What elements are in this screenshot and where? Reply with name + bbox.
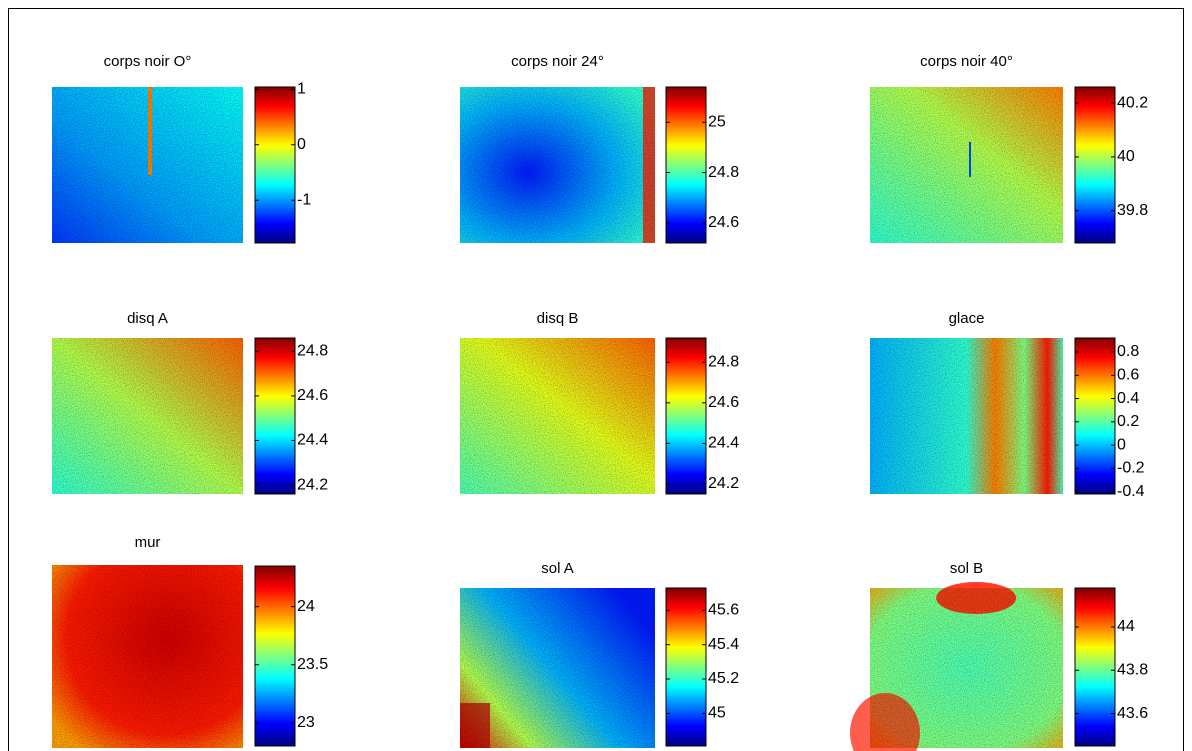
- heatmap-panel: glace -0.4 -0.2 0 0.2 0.4 0.6 0.8: [870, 310, 1145, 500]
- colorbar-tick-label: 23: [297, 714, 315, 731]
- colorbar: [1074, 587, 1116, 747]
- panel-title: corps noir 40°: [920, 53, 1013, 70]
- colorbar: [665, 86, 707, 244]
- colorbar: [254, 565, 296, 747]
- colorbar-tick-label: 0: [297, 136, 306, 153]
- panel-title: sol B: [950, 560, 983, 577]
- heatmap-grain: [870, 87, 1063, 243]
- colorbar-tick-label: 24.2: [708, 475, 739, 492]
- heatmap-grain: [52, 87, 243, 243]
- colorbar-tick-label: 1: [297, 80, 306, 97]
- colorbar-tick-label: 24.4: [708, 435, 739, 452]
- colorbar-tick-label: 0.6: [1117, 366, 1139, 383]
- colorbar-tick-label: 0.8: [1117, 343, 1139, 360]
- colorbar-tick-label: 45.6: [708, 602, 739, 619]
- colorbar: [1074, 337, 1116, 495]
- heatmap-grain: [870, 338, 1063, 494]
- colorbar-tick-label: 43.8: [1117, 661, 1148, 678]
- colorbar: [254, 86, 296, 244]
- panel-title: corps noir O°: [104, 53, 192, 70]
- heatmap-grain: [460, 338, 655, 494]
- heatmap-panel: sol B 43.6 43.8 44: [850, 560, 1148, 751]
- heatmap-panel: disq A 24.2 24.4 24.6 24.8: [52, 310, 328, 495]
- heatmap-panel: sol A 45 45.2 45.4 45.6: [460, 560, 739, 748]
- colorbar-tick-label: 45: [708, 705, 726, 722]
- colorbar-tick-label: 39.8: [1117, 202, 1148, 219]
- colorbar-tick-label: -1: [297, 191, 311, 208]
- colorbar-tick-label: 43.6: [1117, 705, 1148, 722]
- colorbar-tick-label: 40.2: [1117, 94, 1148, 111]
- panel-title: corps noir 24°: [511, 53, 604, 70]
- panel-title: disq A: [127, 310, 168, 327]
- colorbar-tick-label: 25: [708, 113, 726, 130]
- colorbar-tick-label: 24.8: [708, 164, 739, 181]
- colorbar-tick-label: 24.2: [297, 476, 328, 493]
- colorbar-tick-label: 24.4: [297, 432, 328, 449]
- heatmap-grain: [460, 87, 655, 243]
- colorbar-tick-label: -0.2: [1117, 460, 1145, 477]
- colorbar-tick-label: 44: [1117, 618, 1135, 635]
- heatmap-panel: corps noir 24° 24.6 24.8 25: [460, 53, 739, 244]
- colorbar-tick-label: 24.6: [708, 394, 739, 411]
- colorbar-tick-label: 0.4: [1117, 390, 1139, 407]
- colorbar: [665, 337, 707, 495]
- colorbar-tick-label: 45.2: [708, 670, 739, 687]
- heatmap-panel: mur 23 23.5 24: [52, 534, 328, 748]
- colorbar-tick-label: 24.8: [708, 354, 739, 371]
- colorbar-tick-label: 40: [1117, 148, 1135, 165]
- heatmap-grain: [870, 588, 1063, 748]
- colorbar: [1074, 86, 1116, 244]
- colorbar-tick-label: 0: [1117, 436, 1126, 453]
- panel-title: mur: [135, 534, 161, 551]
- heatmap-grain: [52, 565, 243, 748]
- colorbar: [254, 337, 296, 495]
- colorbar-tick-label: 23.5: [297, 656, 328, 673]
- colorbar-tick-label: 24: [297, 598, 315, 615]
- panel-title: glace: [949, 310, 985, 327]
- heatmap-panel: disq B 24.2 24.4 24.6 24.8: [460, 310, 739, 495]
- colorbar-tick-label: -0.4: [1117, 483, 1145, 500]
- colorbar-tick-label: 0.2: [1117, 413, 1139, 430]
- panel-title: disq B: [537, 310, 579, 327]
- colorbar-tick-label: 45.4: [708, 636, 739, 653]
- heatmap-panel: corps noir O° -1 0 1: [52, 53, 311, 244]
- heatmap-grain: [460, 588, 655, 748]
- colorbar-tick-label: 24.6: [297, 387, 328, 404]
- colorbar-tick-label: 24.6: [708, 214, 739, 231]
- panel-title: sol A: [541, 560, 574, 577]
- colorbar-tick-label: 24.8: [297, 343, 328, 360]
- heatmap-panel: corps noir 40° 39.8 40 40.2: [870, 53, 1148, 244]
- colorbar: [665, 587, 707, 747]
- heatmap-grain: [52, 338, 243, 494]
